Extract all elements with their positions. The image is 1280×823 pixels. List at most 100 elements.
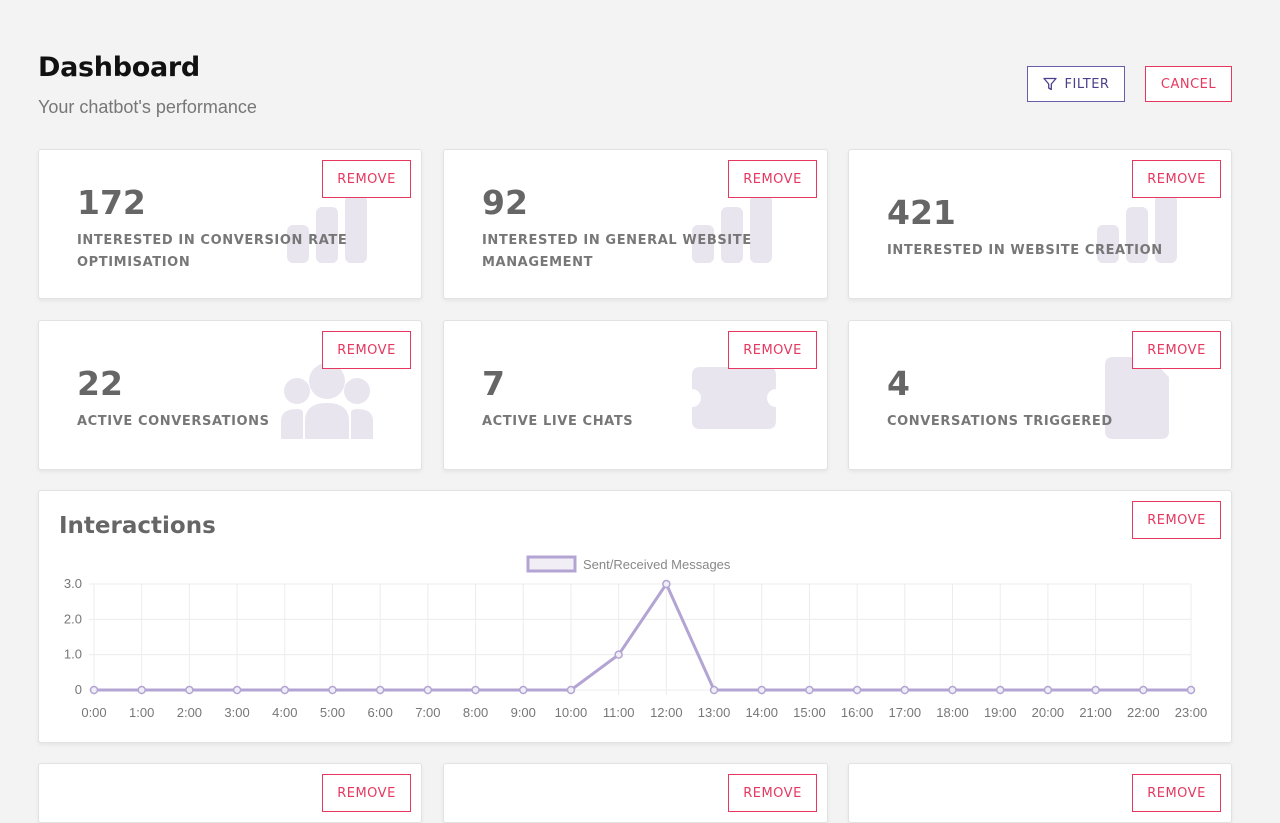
stat-card-active-live-chats: REMOVE 7 ACTIVE LIVE CHATS xyxy=(443,320,828,470)
data-point xyxy=(471,685,480,695)
interactions-chart: 0 1.0 2.0 3.0 0:00 1:00 2:00 3:00 4:00 5:00 6:00 7:… xyxy=(64,555,1208,720)
stat-card-active-conversations: REMOVE 22 ACTIVE CONVERSATIONS xyxy=(38,320,422,470)
y-tick-label: 1.0 xyxy=(64,647,82,662)
x-tick-label: 0:00 xyxy=(81,705,106,720)
data-point xyxy=(852,685,862,695)
data-point xyxy=(709,685,719,695)
remove-button[interactable]: REMOVE xyxy=(728,774,817,812)
data-point xyxy=(423,685,433,695)
data-point xyxy=(519,685,528,695)
stat-value: 22 xyxy=(77,364,123,403)
data-point xyxy=(232,685,242,695)
x-tick-label: 19:00 xyxy=(984,705,1017,720)
stat-label: INTERESTED IN GENERAL WEBSITE MANAGEMENT xyxy=(482,233,752,270)
data-point xyxy=(1043,685,1053,695)
page-title: Dashboard xyxy=(38,52,200,83)
bar-chart-icon xyxy=(1097,195,1177,263)
y-tick-label: 3.0 xyxy=(64,576,82,591)
x-tick-label: 13:00 xyxy=(698,705,731,720)
remove-button[interactable]: REMOVE xyxy=(728,160,817,198)
filter-button[interactable]: FILTER xyxy=(1027,66,1125,102)
x-tick-label: 9:00 xyxy=(511,705,536,720)
data-point xyxy=(185,685,194,695)
stat-value: 4 xyxy=(887,364,910,403)
data-point xyxy=(566,685,576,695)
cancel-label: CANCEL xyxy=(1160,76,1217,92)
x-tick-label: 20:00 xyxy=(1032,705,1065,720)
filter-icon xyxy=(1042,77,1057,91)
stat-card-website-creation: REMOVE 421 INTERESTED IN WEBSITE CREATIO… xyxy=(848,149,1232,299)
series-line xyxy=(94,582,1191,692)
filter-label: FILTER xyxy=(1064,76,1110,92)
remove-button[interactable]: REMOVE xyxy=(728,331,817,369)
data-point xyxy=(328,685,337,695)
stat-value: 421 xyxy=(887,193,956,232)
x-tick-label: 17:00 xyxy=(889,705,922,720)
x-tick-label: 23:00 xyxy=(1175,705,1208,720)
x-tick-label: 7:00 xyxy=(415,705,440,720)
x-tick-label: 2:00 xyxy=(177,705,202,720)
remove-button[interactable]: REMOVE xyxy=(322,331,411,369)
x-tick-label: 10:00 xyxy=(555,705,588,720)
x-tick-label: 22:00 xyxy=(1127,705,1160,720)
stat-label: CONVERSATIONS TRIGGERED xyxy=(887,414,1113,429)
data-point xyxy=(948,685,957,695)
data-point xyxy=(89,685,99,695)
remove-button[interactable]: REMOVE xyxy=(322,160,411,198)
stat-card-website-management: REMOVE 92 INTERESTED IN GENERAL WEBSITE … xyxy=(443,149,828,299)
data-point xyxy=(1186,685,1196,695)
data-point xyxy=(1091,685,1100,695)
x-tick-label: 14:00 xyxy=(745,705,778,720)
stat-label: ACTIVE LIVE CHATS xyxy=(482,414,634,429)
x-tick-label: 11:00 xyxy=(603,705,635,720)
x-tick-label: 6:00 xyxy=(368,705,393,720)
chart-title: Interactions xyxy=(59,513,216,539)
data-point xyxy=(662,579,671,589)
x-tick-label: 8:00 xyxy=(463,705,488,720)
bar-chart-icon xyxy=(692,195,772,263)
interactions-card: Interactions REMOVE 0 1.0 2.0 3.0 0:00 1:00 2:… xyxy=(38,490,1232,743)
x-tick-label: 4:00 xyxy=(272,705,297,720)
data-point xyxy=(995,685,1005,695)
remove-button[interactable]: REMOVE xyxy=(1132,774,1221,812)
remove-button[interactable]: REMOVE xyxy=(1132,501,1221,539)
x-tick-label: 3:00 xyxy=(224,705,249,720)
x-tick-label: 12:00 xyxy=(650,705,683,720)
stat-value: 92 xyxy=(482,183,528,222)
x-tick-label: 21:00 xyxy=(1079,705,1112,720)
stat-card: REMOVE xyxy=(443,763,828,823)
data-point xyxy=(137,685,146,695)
data-point xyxy=(375,685,385,695)
remove-button[interactable]: REMOVE xyxy=(1132,160,1221,198)
stat-value: 172 xyxy=(77,183,146,222)
stat-card: REMOVE xyxy=(848,763,1232,823)
data-point xyxy=(757,685,766,695)
x-tick-label: 1:00 xyxy=(129,705,154,720)
data-point xyxy=(614,650,623,659)
legend-label: Sent/Received Messages xyxy=(583,557,731,572)
data-point xyxy=(1139,685,1148,695)
x-tick-label: 16:00 xyxy=(841,705,874,720)
remove-button[interactable]: REMOVE xyxy=(322,774,411,812)
users-icon xyxy=(281,363,373,439)
stat-label: INTERESTED IN WEBSITE CREATION xyxy=(887,243,1163,258)
legend-swatch xyxy=(526,555,577,573)
stat-card: REMOVE xyxy=(38,763,422,823)
x-tick-label: 15:00 xyxy=(793,705,826,720)
x-tick-label: 18:00 xyxy=(936,705,969,720)
cancel-button[interactable]: CANCEL xyxy=(1145,66,1232,102)
stat-label: INTERESTED IN CONVERSION RATE OPTIMISATI… xyxy=(77,233,348,270)
x-tick-label: 5:00 xyxy=(320,705,345,720)
stat-card-conversations-triggered: REMOVE 4 CONVERSATIONS TRIGGERED xyxy=(848,320,1232,470)
remove-button[interactable]: REMOVE xyxy=(1132,331,1221,369)
stat-value: 7 xyxy=(482,364,505,403)
stat-label: ACTIVE CONVERSATIONS xyxy=(77,414,270,429)
page-header: Dashboard Your chatbot's performance xyxy=(38,52,257,118)
y-tick-label: 2.0 xyxy=(64,611,82,626)
page-subtitle: Your chatbot's performance xyxy=(38,97,257,117)
data-point xyxy=(900,685,910,695)
y-tick-label: 0 xyxy=(75,682,82,697)
data-point xyxy=(280,685,290,695)
bar-chart-icon xyxy=(287,195,367,263)
ticket-icon xyxy=(692,367,776,429)
